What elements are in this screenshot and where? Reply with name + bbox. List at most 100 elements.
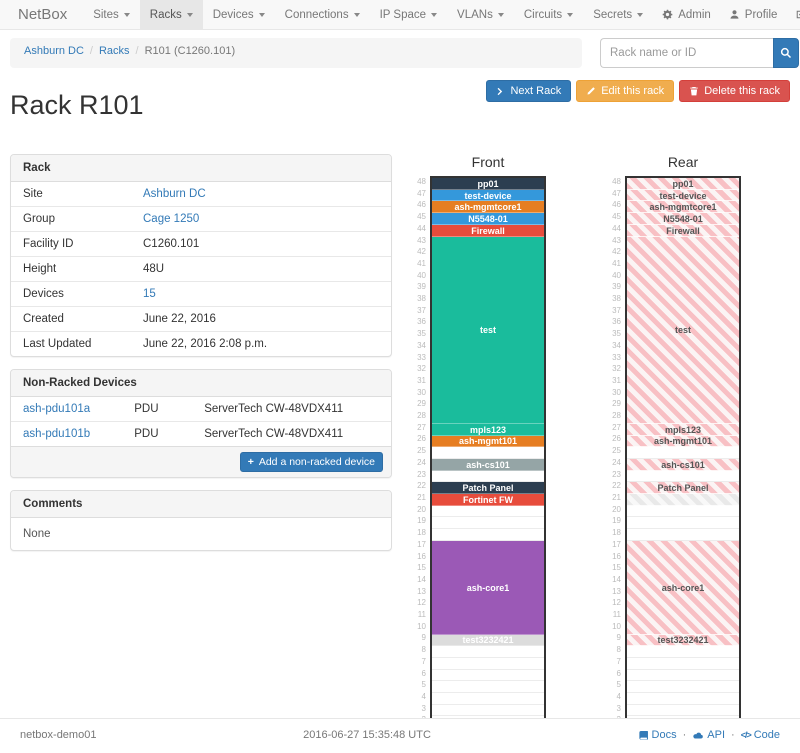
- nav-item-ip-space[interactable]: IP Space: [370, 0, 447, 29]
- footer-link-label: Code: [753, 729, 780, 741]
- link-site[interactable]: Ashburn DC: [143, 188, 206, 200]
- nav-item-secrets[interactable]: Secrets: [583, 0, 653, 29]
- brand-logo[interactable]: NetBox: [18, 6, 68, 23]
- attr-label: Last Updated: [11, 331, 131, 356]
- unit-number: 10: [612, 621, 621, 631]
- rear-device-test[interactable]: test: [627, 236, 739, 424]
- rear-device-test3232421[interactable]: test3232421: [627, 634, 739, 647]
- comments-panel-title: Comments: [11, 491, 391, 518]
- front-device-ash-core1[interactable]: ash-core1: [432, 540, 544, 635]
- device-link-ash-pdu101a[interactable]: ash-pdu101a: [23, 403, 91, 415]
- front-device-ash-mgmtcore1[interactable]: ash-mgmtcore1: [432, 201, 544, 214]
- unit-number: 39: [417, 282, 426, 292]
- rear-device-firewall[interactable]: Firewall: [627, 224, 739, 237]
- nav-item-circuits[interactable]: Circuits: [514, 0, 583, 29]
- action-buttons: Next Rack Edit this rack Delete this rac…: [486, 80, 790, 102]
- front-device-n5548-01[interactable]: N5548-01: [432, 213, 544, 225]
- nav-item-log-out[interactable]: Log out: [786, 0, 800, 29]
- rear-device-pp01[interactable]: pp01: [627, 178, 739, 190]
- unit-number: 32: [417, 364, 426, 374]
- nav-item-admin[interactable]: Admin: [653, 0, 720, 29]
- nav-item-devices[interactable]: Devices: [203, 0, 275, 29]
- rear-device-fortinet-fw[interactable]: [627, 494, 739, 506]
- unit-number: 25: [417, 446, 426, 456]
- unit-number: 45: [417, 212, 426, 222]
- unit-number: 47: [417, 188, 426, 198]
- unit-number: 26: [417, 434, 426, 444]
- unit-number: 36: [417, 317, 426, 327]
- footer-link-docs[interactable]: Docs: [638, 729, 677, 741]
- breadcrumb-item-ashburn-dc[interactable]: Ashburn DC: [24, 45, 84, 57]
- front-rack: pp01 test-device ash-mgmtcore1 N5548-01 Fire…: [430, 176, 546, 740]
- rear-device-ash-core1[interactable]: ash-core1: [627, 540, 739, 635]
- front-device-pp01[interactable]: pp01: [432, 178, 544, 190]
- unit-number: 12: [417, 598, 426, 608]
- footer: netbox-demo01 2016-06-27 15:35:48 UTC Do…: [0, 718, 800, 753]
- nav-item-connections[interactable]: Connections: [275, 0, 370, 29]
- unit-number: 8: [616, 645, 621, 655]
- link-devices[interactable]: 15: [143, 288, 156, 300]
- rear-device-ash-mgmtcore1[interactable]: ash-mgmtcore1: [627, 201, 739, 214]
- unit-number: 15: [417, 563, 426, 573]
- front-device-test3232421[interactable]: test3232421: [432, 634, 544, 647]
- footer-link-separator: ·: [682, 729, 687, 741]
- unit-number: 6: [616, 668, 621, 678]
- front-device-test-device[interactable]: test-device: [432, 189, 544, 202]
- nav-item-label: Admin: [678, 8, 711, 21]
- front-device-fortinet-fw[interactable]: Fortinet FW: [432, 494, 544, 506]
- front-elevation-title: Front: [471, 154, 505, 170]
- nav-item-racks[interactable]: Racks: [139, 0, 203, 29]
- add-nonracked-device-button[interactable]: + Add a non-racked device: [239, 452, 383, 472]
- footer-link-label: API: [707, 729, 726, 741]
- front-device-mpls123[interactable]: mpls123: [432, 423, 544, 436]
- attr-label: Devices: [11, 281, 131, 307]
- search-input[interactable]: [600, 38, 773, 68]
- rear-device-patch-panel[interactable]: Patch Panel: [627, 482, 739, 495]
- unit-number: 38: [417, 294, 426, 304]
- front-device-ash-mgmt101[interactable]: ash-mgmt101: [432, 435, 544, 448]
- rack-attr-row: Created June 22, 2016: [11, 306, 391, 332]
- delete-rack-label: Delete this rack: [704, 85, 780, 97]
- unit-number: 34: [612, 340, 621, 350]
- front-device-firewall[interactable]: Firewall: [432, 224, 544, 237]
- nonracked-table: ash-pdu101a PDU ServerTech CW-48VDX411 ash-…: [11, 397, 391, 446]
- unit-number: 15: [612, 563, 621, 573]
- link-group[interactable]: Cage 1250: [143, 213, 200, 225]
- caret-down-icon: [123, 12, 130, 17]
- front-device-patch-panel[interactable]: Patch Panel: [432, 482, 544, 495]
- nav-item-label: VLANs: [457, 8, 493, 21]
- rear-rack: pp01 test-device ash-mgmtcore1 N5548-01 Fire…: [625, 176, 741, 740]
- nav-item-label: Secrets: [593, 8, 633, 21]
- rear-device-ash-mgmt101[interactable]: ash-mgmt101: [627, 435, 739, 448]
- rear-device-ash-cs101[interactable]: ash-cs101: [627, 459, 739, 471]
- rear-device-test-device[interactable]: test-device: [627, 189, 739, 202]
- unit-number: 33: [417, 352, 426, 362]
- delete-rack-button[interactable]: Delete this rack: [679, 80, 790, 102]
- caret-down-icon: [186, 12, 193, 17]
- breadcrumb-item-racks[interactable]: Racks: [98, 45, 130, 57]
- footer-link-code[interactable]: </> Code: [741, 729, 780, 741]
- rear-device-n5548-01[interactable]: N5548-01: [627, 213, 739, 225]
- rear-device-mpls123[interactable]: mpls123: [627, 423, 739, 436]
- edit-rack-button[interactable]: Edit this rack: [576, 80, 675, 102]
- next-rack-button[interactable]: Next Rack: [486, 80, 572, 102]
- nav-item-profile[interactable]: Profile: [720, 0, 787, 29]
- rack-attr-row: Last Updated June 22, 2016 2:08 p.m.: [11, 331, 391, 356]
- search-button[interactable]: [773, 38, 799, 68]
- device-type-cell: ServerTech CW-48VDX411: [192, 421, 391, 446]
- nav-item-sites[interactable]: Sites: [83, 0, 140, 29]
- footer-links: Docs · API · </> Code: [638, 729, 780, 741]
- edit-rack-label: Edit this rack: [601, 85, 665, 97]
- empty-unit: [627, 681, 739, 693]
- device-name-cell: ash-pdu101b: [11, 421, 123, 446]
- unit-number: 24: [612, 457, 621, 467]
- footer-link-api[interactable]: API: [692, 729, 725, 741]
- caret-down-icon: [258, 12, 265, 17]
- front-device-ash-cs101[interactable]: ash-cs101: [432, 459, 544, 471]
- front-device-test[interactable]: test: [432, 236, 544, 424]
- unit-number: 5: [616, 680, 621, 690]
- device-link-ash-pdu101b[interactable]: ash-pdu101b: [23, 428, 91, 440]
- unit-number: 19: [417, 516, 426, 526]
- nav-item-vlans[interactable]: VLANs: [447, 0, 514, 29]
- unit-number: 5: [421, 680, 426, 690]
